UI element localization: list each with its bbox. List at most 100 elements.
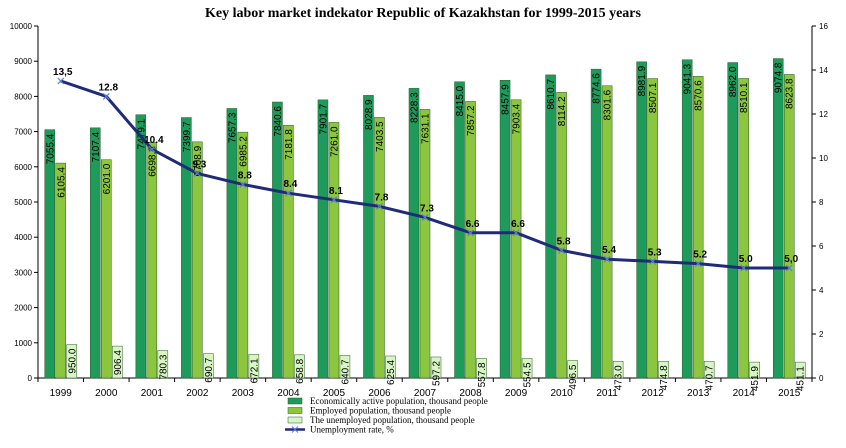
bar-unemployed	[112, 345, 123, 379]
rate-value-label: 7.3	[420, 203, 434, 214]
rate-marker	[785, 264, 793, 272]
bar-value-label: 7261.0	[329, 126, 340, 157]
bar-value-label: 8510.1	[739, 82, 750, 113]
legend-label: Economically active population, thousand…	[310, 396, 488, 406]
bar-value-label: 6105.4	[56, 167, 67, 198]
y-left-tick-label: 7000	[14, 128, 32, 137]
legend-swatch	[287, 416, 303, 424]
x-tick-label: 2000	[95, 388, 118, 399]
bar-value-label: 7403.5	[375, 121, 386, 152]
bar-unemployed	[203, 353, 214, 379]
bar-active	[90, 127, 101, 379]
bar-unemployed	[476, 358, 487, 379]
bar-unemployed	[567, 360, 578, 379]
rate-marker	[148, 145, 156, 153]
x-tick-label: 2013	[687, 388, 710, 399]
bar-value-label: 8507.1	[648, 82, 659, 113]
y-right-tick-label: 6	[819, 242, 824, 251]
rate-value-label: 5.0	[739, 254, 753, 265]
bar-active	[499, 80, 511, 379]
bar-unemployed	[612, 361, 624, 379]
x-tick-label: 2005	[323, 388, 346, 399]
rate-marker	[694, 260, 702, 268]
bar-value-label: 451.1	[796, 366, 807, 391]
bar-employed	[738, 78, 749, 379]
legend-label: The unemployed population, thousand peop…	[310, 415, 475, 425]
rate-value-label: 8.1	[329, 186, 343, 197]
y-left-tick-label: 3000	[14, 268, 32, 277]
bar-value-label: 7107.4	[91, 131, 102, 162]
bar-value-label: 8301.6	[603, 89, 614, 120]
bar-employed	[101, 159, 112, 379]
rate-marker	[558, 246, 566, 254]
bar-value-label: 7657.3	[227, 112, 238, 143]
bar-active	[681, 59, 693, 379]
bar-value-label: 8774.6	[592, 73, 603, 104]
bar-value-label: 496.5	[568, 364, 579, 389]
x-tick-label: 2015	[778, 388, 801, 399]
bar-unemployed	[794, 361, 806, 379]
x-tick-label: 2007	[414, 388, 437, 399]
bar-employed	[374, 117, 385, 379]
rate-marker	[102, 92, 110, 100]
rate-marker	[193, 169, 201, 177]
rate-value-label: 5.8	[557, 236, 571, 247]
bar-unemployed	[658, 361, 669, 379]
x-tick-label: 2001	[141, 388, 164, 399]
bar-value-label: 8415.0	[455, 85, 466, 116]
bar-active	[135, 114, 147, 379]
x-tick-label: 2008	[459, 388, 482, 399]
bar-employed	[465, 101, 476, 379]
y-left-tick-label: 0	[28, 374, 33, 383]
rate-value-label: 8.8	[238, 170, 252, 181]
rate-value-label: 7.8	[375, 192, 389, 203]
bar-value-label: 658.8	[295, 358, 306, 383]
rate-marker	[421, 213, 429, 221]
bar-value-label: 6985.2	[238, 136, 249, 167]
bar-active	[181, 117, 192, 379]
bar-employed	[556, 92, 567, 379]
bar-value-label: 8610.7	[546, 78, 557, 109]
bar-value-label: 9041.3	[683, 63, 694, 94]
bar-employed	[692, 76, 704, 379]
bar-value-label: 7399.7	[182, 121, 193, 152]
bar-active	[772, 58, 784, 379]
bar-employed	[328, 122, 340, 379]
bar-value-label: 640.7	[340, 359, 351, 384]
y-left-tick-label: 6000	[14, 163, 32, 172]
rate-marker	[376, 202, 383, 210]
bar-unemployed	[385, 355, 396, 379]
bar-unemployed	[339, 355, 351, 379]
legend-marker	[291, 426, 299, 433]
rate-marker	[57, 77, 65, 85]
x-tick-label: 2003	[232, 388, 255, 399]
rate-value-label: 10.4	[144, 135, 164, 146]
bar-active	[226, 108, 238, 379]
bar-employed	[192, 141, 203, 379]
y-left-tick-label: 1000	[14, 339, 32, 348]
bar-value-label: 9074.8	[774, 62, 785, 93]
bar-value-label: 8623.8	[785, 78, 796, 109]
y-left-tick-label: 8000	[14, 92, 32, 101]
x-tick-label: 2009	[505, 388, 528, 399]
y-left-tick-label: 2000	[14, 304, 32, 313]
bar-unemployed	[430, 356, 442, 379]
bar-value-label: 474.8	[659, 365, 670, 390]
bar-employed	[601, 85, 613, 379]
bar-employed	[283, 124, 294, 379]
y-left-tick-label: 10000	[10, 22, 33, 31]
bar-value-label: 8962.0	[728, 66, 739, 97]
bar-value-label: 672.1	[249, 358, 260, 383]
bar-unemployed	[66, 344, 78, 379]
bar-active	[44, 129, 56, 379]
legend-label: Employed population, thousand people	[310, 406, 451, 416]
rate-marker	[740, 264, 748, 272]
bar-value-label: 7901.7	[318, 103, 329, 134]
bar-value-label: 7055.4	[45, 133, 56, 164]
bar-value-label: 7840.6	[273, 106, 284, 137]
chart-title: Key labor market indekator Republic of K…	[205, 6, 641, 21]
bar-active	[727, 62, 738, 379]
bar-value-label: 451.9	[750, 366, 761, 391]
bar-active	[545, 74, 556, 379]
